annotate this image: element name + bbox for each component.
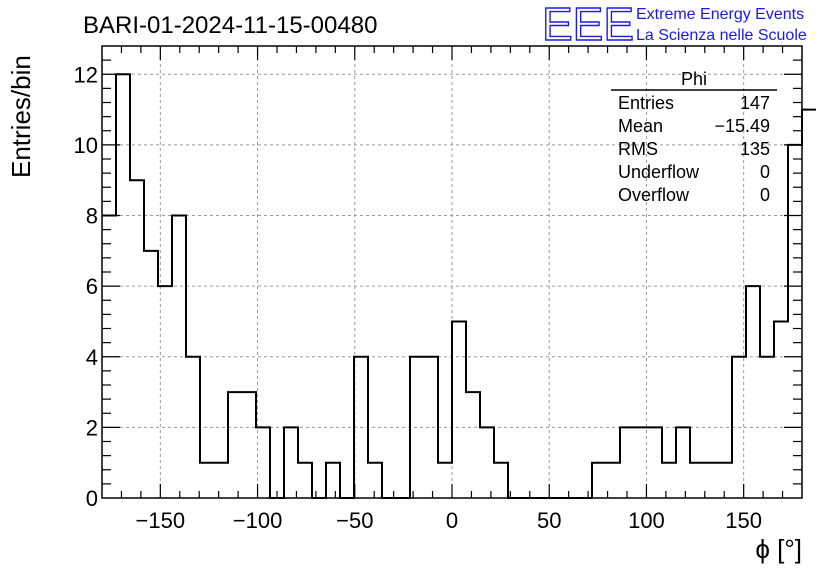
x-axis: −150 −100 −50 0 50 100 150 — [120, 46, 784, 533]
logo-line-2: La Scienza nelle Scuole — [636, 27, 807, 44]
x-tick-label: 100 — [628, 508, 665, 533]
stats-value-entries: 147 — [740, 93, 770, 113]
y-axis-label: Entries/bin — [6, 55, 36, 178]
y-tick-label: 8 — [86, 204, 98, 229]
y-tick-label: 4 — [86, 345, 98, 370]
x-tick-label: −150 — [136, 508, 186, 533]
y-axis: 0 2 4 6 8 10 12 — [74, 59, 802, 511]
stats-label-underflow: Underflow — [618, 162, 700, 182]
x-tick-label: −50 — [336, 508, 373, 533]
x-tick-label: 50 — [537, 508, 561, 533]
stats-label-overflow: Overflow — [618, 185, 690, 205]
stats-value-overflow: 0 — [760, 185, 770, 205]
y-tick-label: 2 — [86, 415, 98, 440]
chart-title: BARI-01-2024-11-15-00480 — [83, 12, 377, 39]
y-tick-label: 0 — [86, 486, 98, 511]
stats-value-underflow: 0 — [760, 162, 770, 182]
stats-label-entries: Entries — [618, 93, 674, 113]
x-tick-label: −100 — [233, 508, 283, 533]
x-tick-label: 150 — [725, 508, 762, 533]
stats-label-rms: RMS — [618, 139, 658, 159]
y-tick-label: 12 — [74, 62, 98, 87]
stats-value-rms: 135 — [740, 139, 770, 159]
stats-label-mean: Mean — [618, 116, 663, 136]
stats-value-mean: −15.49 — [714, 116, 770, 136]
stats-box: Phi Entries 147 Mean −15.49 RMS 135 Unde… — [611, 69, 777, 205]
eee-logo: EEE Extreme Energy Events La Scienza nel… — [541, 0, 807, 51]
logo-line-1: Extreme Energy Events — [636, 6, 804, 23]
x-axis-label: ϕ [°] — [755, 534, 802, 564]
logo-mark: EEE — [542, 0, 634, 50]
y-tick-label: 6 — [86, 274, 98, 299]
histogram-line — [102, 73, 816, 499]
stats-title: Phi — [681, 69, 707, 89]
y-tick-label: 10 — [74, 133, 98, 158]
x-tick-label: 0 — [446, 508, 458, 533]
